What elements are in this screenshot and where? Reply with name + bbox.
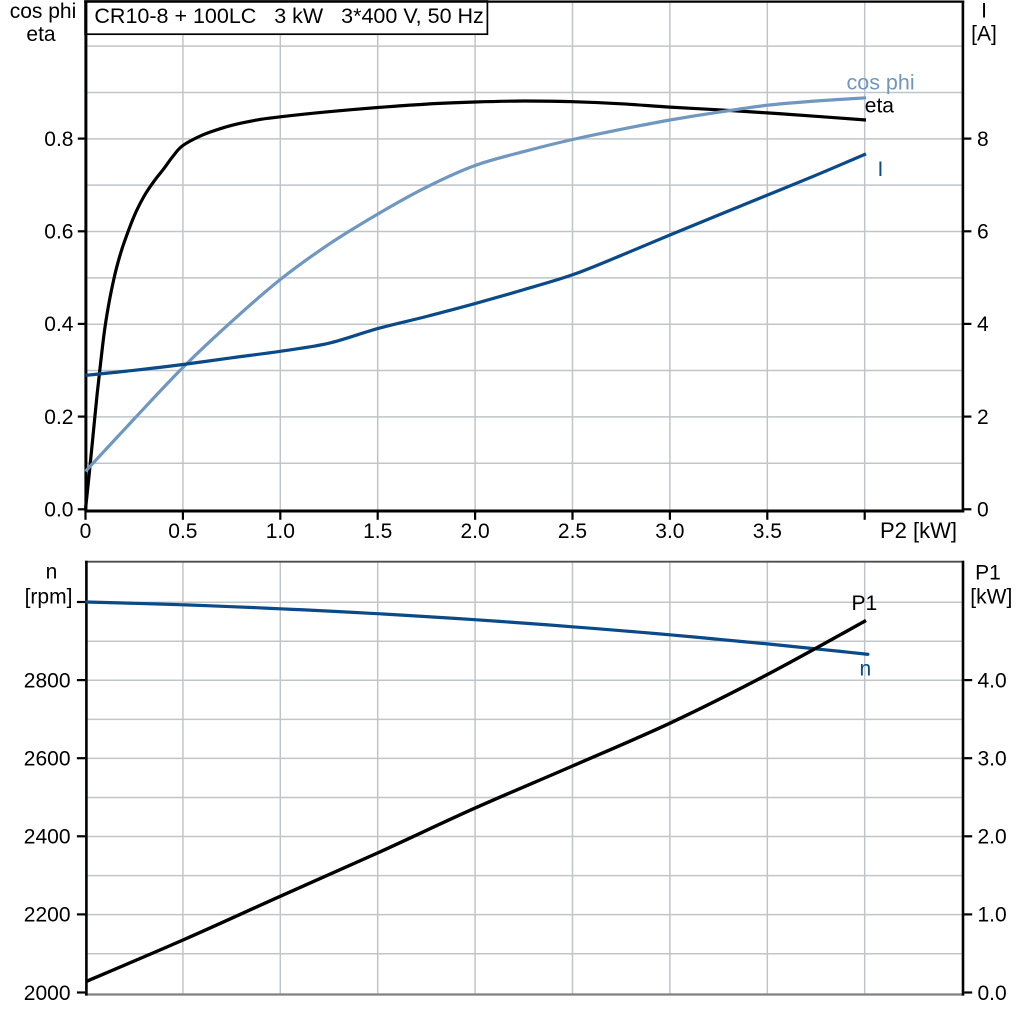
svg-text:[rpm]: [rpm] (25, 585, 73, 608)
svg-text:8: 8 (977, 128, 989, 151)
svg-text:0: 0 (80, 520, 92, 543)
svg-text:2200: 2200 (24, 904, 71, 927)
svg-text:2.0: 2.0 (460, 520, 489, 543)
svg-text:3.0: 3.0 (978, 748, 1007, 771)
svg-text:2400: 2400 (24, 826, 71, 849)
svg-text:2.0: 2.0 (978, 826, 1007, 849)
svg-text:n: n (46, 560, 58, 583)
svg-text:4.0: 4.0 (978, 669, 1007, 692)
svg-text:cos phi: cos phi (847, 71, 915, 95)
svg-text:4: 4 (977, 313, 989, 336)
svg-text:1.5: 1.5 (363, 520, 392, 543)
svg-text:0.6: 0.6 (44, 221, 73, 244)
svg-text:P1: P1 (852, 592, 878, 615)
svg-text:6: 6 (977, 221, 989, 244)
svg-text:0.0: 0.0 (44, 499, 73, 522)
svg-text:P2 [kW]: P2 [kW] (880, 518, 957, 543)
svg-text:1.0: 1.0 (978, 904, 1007, 927)
svg-text:0.2: 0.2 (44, 406, 73, 429)
svg-text:cos phi: cos phi (10, 0, 77, 23)
svg-text:0.0: 0.0 (978, 982, 1007, 1005)
svg-text:2.5: 2.5 (558, 520, 587, 543)
svg-text:eta: eta (865, 95, 895, 118)
svg-text:3.5: 3.5 (753, 520, 782, 543)
svg-text:I: I (981, 0, 987, 22)
svg-text:[kW]: [kW] (970, 585, 1012, 608)
svg-text:eta: eta (26, 23, 56, 46)
svg-text:0.4: 0.4 (44, 313, 74, 336)
svg-text:2800: 2800 (24, 669, 71, 692)
svg-text:2600: 2600 (24, 748, 71, 771)
svg-text:[A]: [A] (971, 23, 997, 46)
svg-text:P1: P1 (975, 562, 1001, 585)
svg-text:3.0: 3.0 (655, 520, 684, 543)
svg-text:0: 0 (977, 499, 989, 522)
svg-text:1.0: 1.0 (266, 520, 295, 543)
svg-text:0.8: 0.8 (44, 128, 73, 151)
svg-text:2000: 2000 (24, 982, 71, 1005)
svg-text:I: I (878, 158, 884, 181)
svg-text:n: n (860, 658, 872, 681)
svg-text:CR10-8 + 100LC 3 kW 3*400: CR10-8 + 100LC 3 kW 3*400 V, 50 Hz (94, 4, 483, 28)
svg-text:0.5: 0.5 (168, 520, 197, 543)
svg-text:2: 2 (977, 406, 989, 429)
